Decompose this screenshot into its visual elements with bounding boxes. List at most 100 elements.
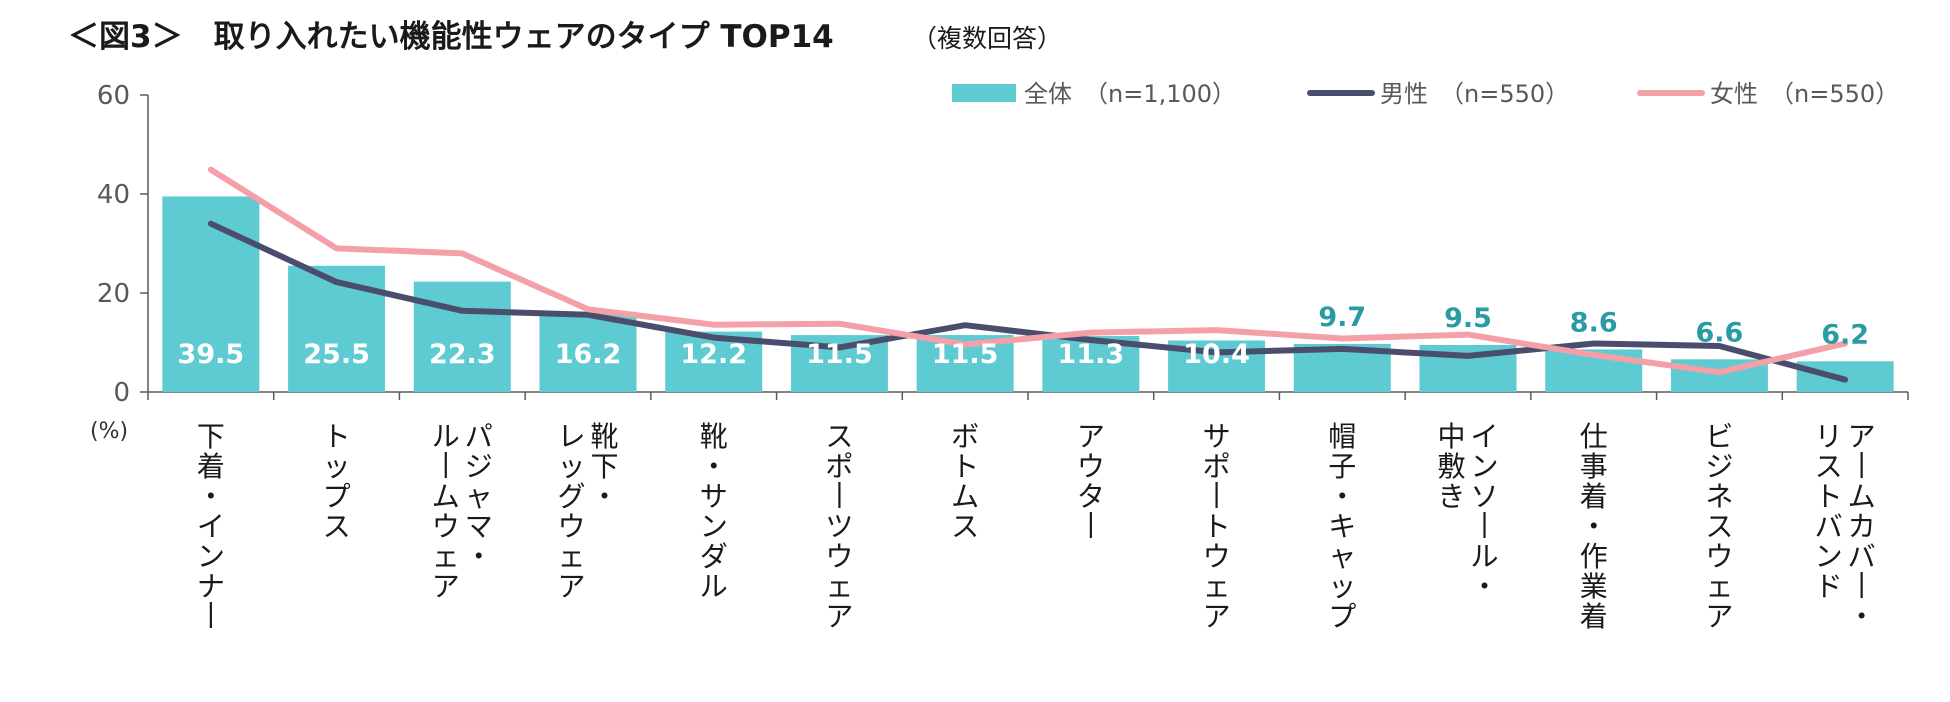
data-label: 11.5 (932, 339, 999, 370)
category-label-char: 靴 (700, 420, 728, 453)
category-label-char: ス (1705, 510, 1733, 543)
chart-title: ＜図3＞ 取り入れたい機能性ウェアのタイプ TOP14 (68, 19, 834, 55)
category-label-char: 仕 (1580, 420, 1608, 453)
category-label-char: ト (323, 420, 351, 453)
legend-label-female: 女性 （n=550） (1710, 80, 1899, 108)
category-label-char: ス (951, 510, 979, 543)
category-label-char: ・ (1580, 510, 1608, 543)
category-label-char: ト (951, 450, 979, 483)
category-label-char: ス (825, 420, 853, 453)
category-label-char: ア (432, 570, 460, 603)
category-label-char: ウ (1203, 540, 1231, 573)
category-label-char: ア (1848, 420, 1876, 453)
category-label-char: ス (323, 510, 351, 543)
data-label: 16.2 (555, 339, 622, 370)
category-label-char: ナ (197, 570, 225, 603)
category-label-char: 子 (1328, 450, 1356, 483)
category-label-char: ウ (1077, 450, 1105, 483)
data-label: 11.5 (806, 339, 873, 370)
category-label-char: カ (1848, 510, 1876, 543)
category-label-char: 事 (1580, 450, 1608, 483)
category-label-char: バ (1815, 510, 1843, 543)
male-line (207, 220, 1849, 383)
category-label-char: 靴 (590, 420, 618, 453)
category-label-char: ド (1815, 570, 1843, 603)
category-label-char: ウ (1705, 540, 1733, 573)
category-label-char: ・ (1328, 480, 1356, 513)
data-label: 22.3 (429, 339, 496, 370)
data-label: 9.5 (1444, 303, 1492, 334)
data-label: 6.6 (1696, 317, 1744, 348)
category-label-char: ム (1848, 480, 1876, 513)
category-label-char: ャ (1328, 540, 1356, 573)
category-label-char: ェ (432, 540, 460, 573)
data-label: 25.5 (303, 339, 370, 370)
category-label-char: ポ (1203, 450, 1231, 483)
category-label-char: ッ (557, 450, 585, 483)
category-label-char: ・ (1470, 570, 1498, 603)
data-label: 39.5 (178, 339, 245, 370)
category-label-char: ト (1815, 480, 1843, 513)
category-label-char: ポ (825, 450, 853, 483)
category-label-char: ア (1705, 600, 1733, 633)
category-label-char: ン (1470, 450, 1498, 483)
category-label-char: マ (465, 510, 493, 543)
data-label: 11.3 (1058, 339, 1125, 370)
legend-label-male: 男性 （n=550） (1380, 80, 1569, 108)
category-label-char: ル (700, 570, 728, 603)
category-label-char: ス (1815, 450, 1843, 483)
legend-swatch-total (952, 84, 1016, 102)
category-label-char: ン (1815, 540, 1843, 573)
data-label: 12.2 (680, 339, 747, 370)
category-label-char: ル (432, 420, 460, 453)
category-label-char: ェ (825, 570, 853, 603)
category-label-char: ア (825, 600, 853, 633)
category-label-char: 着 (1580, 480, 1608, 513)
category-label-char: ・ (700, 450, 728, 483)
category-label-char: 業 (1580, 570, 1608, 603)
category-label-char: 帽 (1328, 420, 1356, 453)
category-label-char: ダ (700, 540, 728, 573)
line-series (207, 166, 1849, 383)
category-labels: 下着・インナトップスパジャマ・ルムウェア靴下・レッグウェア靴・サンダルスポツウェ… (197, 420, 1876, 633)
data-label: 10.4 (1183, 339, 1250, 370)
category-label-char: 下 (590, 450, 618, 483)
category-label-char: ム (951, 480, 979, 513)
category-label-char: ッ (323, 450, 351, 483)
category-label-char: 敷 (1437, 450, 1465, 483)
category-label-char: ・ (590, 480, 618, 513)
category-label-char: ア (1203, 600, 1231, 633)
y-tick-label: 0 (113, 378, 130, 408)
category-label-char: ャ (465, 480, 493, 513)
category-label-char: イ (1470, 420, 1498, 453)
bar (413, 281, 511, 392)
category-label-char: き (1437, 480, 1465, 513)
category-label-char: キ (1328, 510, 1356, 543)
category-label-char: ト (1203, 510, 1231, 543)
category-label-char: ・ (465, 540, 493, 573)
y-axis-unit: (%) (90, 419, 128, 444)
category-label-char: ッ (1328, 570, 1356, 603)
category-label-char: 着 (1580, 600, 1608, 633)
category-label-char: ル (1470, 540, 1498, 573)
category-label-char: ウ (557, 510, 585, 543)
bar (539, 311, 637, 392)
category-label-char: イ (197, 510, 225, 543)
category-label-char: ア (557, 570, 585, 603)
category-label-char: ェ (557, 540, 585, 573)
data-label: 6.2 (1821, 319, 1869, 350)
chart-subtitle: （複数回答） (912, 24, 1062, 53)
category-label-char: 作 (1580, 540, 1608, 573)
legend: 全体 （n=1,100） 男性 （n=550） 女性 （n=550） (952, 80, 1899, 108)
y-tick-label: 40 (97, 180, 130, 210)
category-label-char: ネ (1705, 480, 1733, 513)
legend-label-total: 全体 （n=1,100） (1024, 80, 1236, 108)
category-label-char: ・ (197, 480, 225, 513)
category-label-char: サ (700, 480, 728, 513)
category-label-char: ソ (1470, 480, 1498, 513)
category-label-char: ビ (1705, 420, 1733, 453)
category-label-char: 中 (1437, 420, 1465, 453)
y-tick-label: 60 (97, 81, 130, 111)
category-label-char: ム (432, 480, 460, 513)
category-label-char: ジ (1705, 450, 1733, 483)
